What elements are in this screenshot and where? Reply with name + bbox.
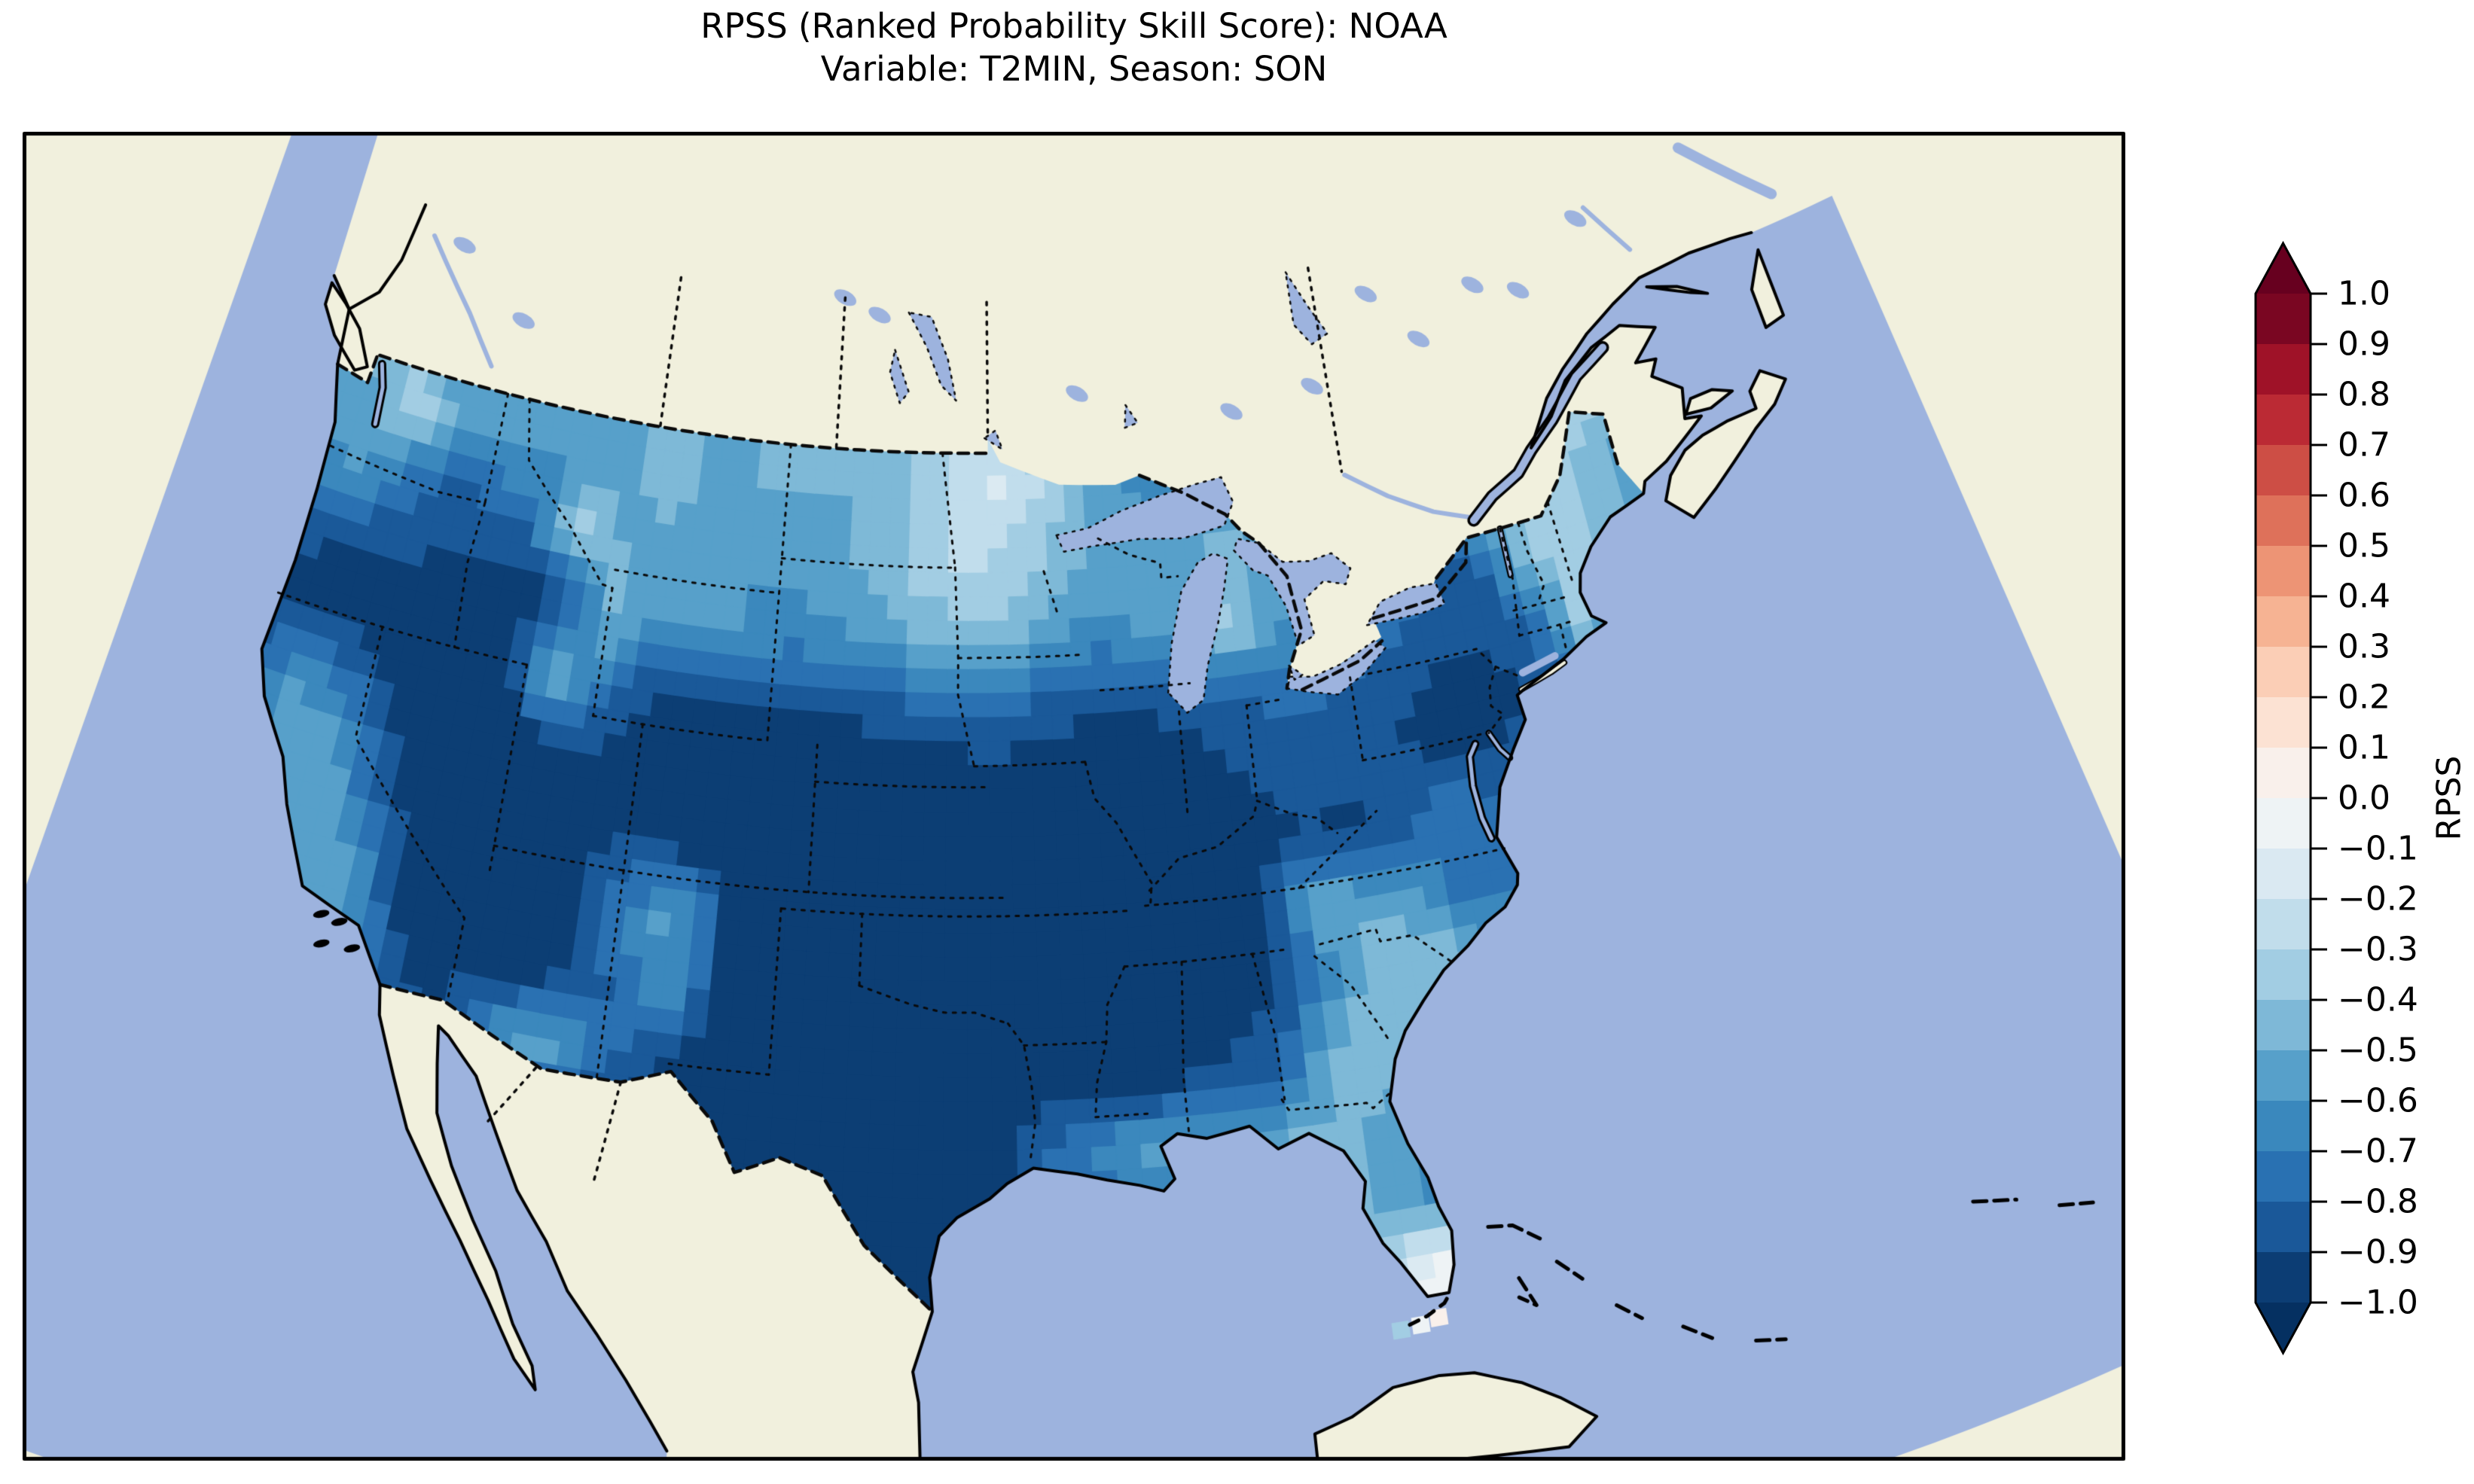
colorbar-segment	[2256, 647, 2311, 698]
colorbar-segment	[2256, 849, 2311, 900]
colorbar-segment	[2256, 445, 2311, 496]
colorbar-segment	[2256, 1202, 2311, 1253]
colorbar-segment	[2256, 1101, 2311, 1152]
colorbar-tick-label: 1.0	[2338, 275, 2390, 313]
colorbar-segment	[2256, 395, 2311, 446]
colorbar-tick-label: 0.6	[2338, 477, 2390, 515]
colorbar-segment	[2256, 748, 2311, 799]
colorbar-segment	[2256, 294, 2311, 345]
figure-title: RPSS (Ranked Probability Skill Score): N…	[23, 5, 2125, 90]
colorbar-segment	[2256, 949, 2311, 1001]
colorbar-tick-label: −0.2	[2338, 880, 2418, 919]
colorbar-tick-label: −1.0	[2338, 1284, 2418, 1322]
colorbar-tick-label: 0.8	[2338, 376, 2390, 414]
colorbar-tick-label: −0.5	[2338, 1031, 2418, 1070]
colorbar-segment	[2256, 546, 2311, 597]
colorbar-tick-label: 0.4	[2338, 577, 2390, 616]
colorbar-segment	[2256, 1050, 2311, 1102]
colorbar-tick-label: 0.9	[2338, 325, 2390, 364]
colorbar-tick-label: 0.0	[2338, 779, 2390, 818]
colorbar-segment	[2256, 344, 2311, 395]
colorbar-segment	[2256, 1252, 2311, 1303]
colorbar-tick-label: 0.3	[2338, 628, 2390, 666]
colorbar-extend-min-arrow	[2256, 1303, 2311, 1353]
title-line-2: Variable: T2MIN, Season: SON	[820, 49, 1328, 89]
title-line-1: RPSS (Ranked Probability Skill Score): N…	[700, 6, 1447, 46]
colorbar-tick-label: 0.7	[2338, 426, 2390, 465]
colorbar-axis-label: RPSS	[2430, 756, 2469, 841]
colorbar-segment	[2256, 697, 2311, 748]
colorbar-tick-label: −0.8	[2338, 1183, 2418, 1221]
colorbar-segment	[2256, 899, 2311, 950]
colorbar-tick-label: −0.1	[2338, 830, 2418, 868]
colorbar-tick-label: −0.9	[2338, 1233, 2418, 1272]
colorbar-tick-label: −0.6	[2338, 1082, 2418, 1120]
colorbar-extend-max-arrow	[2256, 243, 2311, 294]
colorbar: 1.0 0.9 0.8 0.7 0.6 0.5 0.4 0.3 0.2 0.1 0.0 −0.1 −0.…	[2254, 240, 2469, 1356]
colorbar-tick-label: −0.7	[2338, 1132, 2418, 1171]
colorbar-segment	[2256, 798, 2311, 849]
colorbar-segment	[2256, 1151, 2311, 1202]
colorbar-segment	[2256, 495, 2311, 547]
colorbar-tick-label: 0.5	[2338, 527, 2390, 565]
conus-rpss-heatmap-map	[23, 132, 2125, 1461]
colorbar-tick-label: −0.4	[2338, 981, 2418, 1019]
colorbar-segment	[2256, 596, 2311, 648]
colorbar-tick-label: 0.2	[2338, 678, 2390, 717]
colorbar-tick-label: 0.1	[2338, 729, 2390, 767]
colorbar-tick-label: −0.3	[2338, 931, 2418, 969]
colorbar-segment	[2256, 1000, 2311, 1051]
